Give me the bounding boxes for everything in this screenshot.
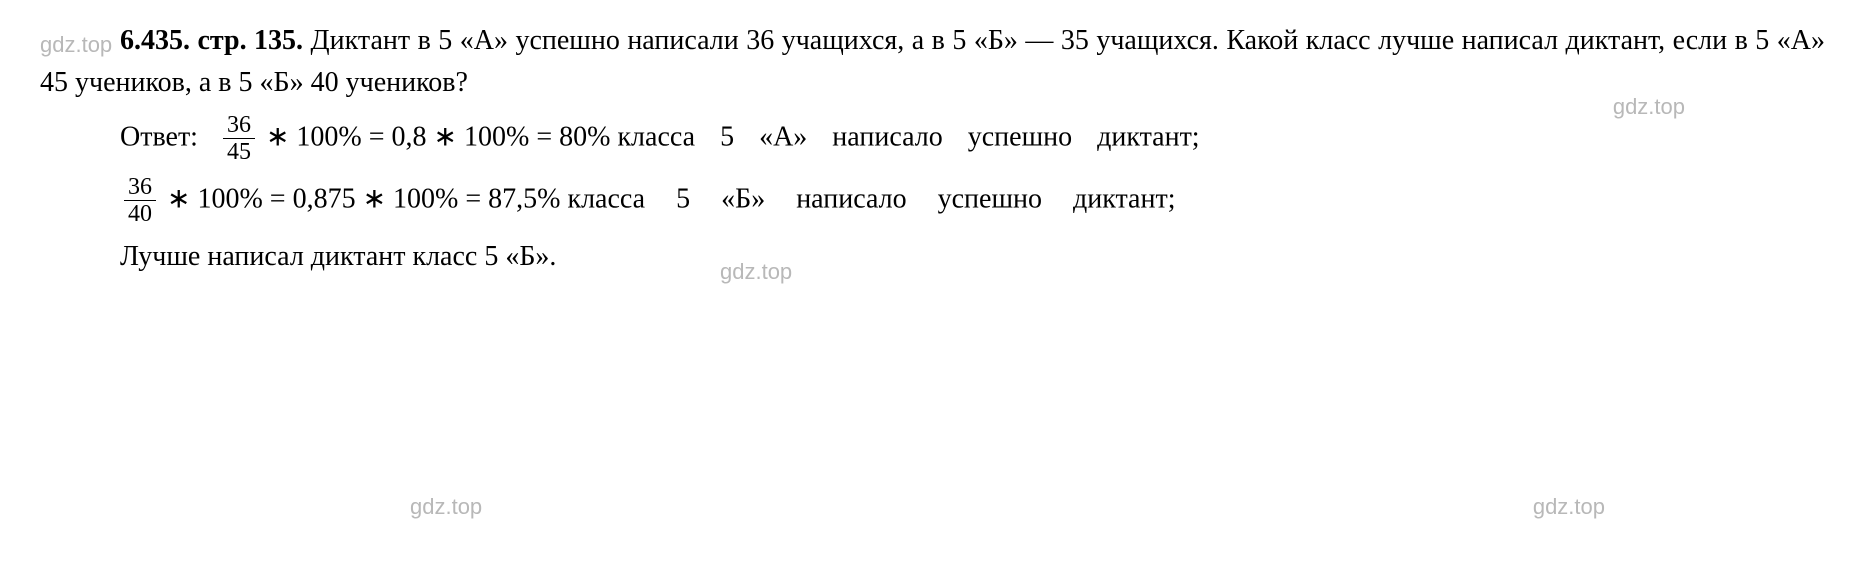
watermark: gdz.top (410, 490, 482, 523)
answer-line-1: Ответ: 36 45 ∗ 100% = 0,8 ∗ 100% = 80% к… (40, 112, 1825, 166)
answer-label: Ответ: (120, 121, 198, 152)
answer-line-2: 36 40 ∗ 100% = 0,875 ∗ 100% = 87,5% клас… (40, 174, 1825, 228)
problem-text: Диктант в 5 «А» успешно написали 36 учащ… (40, 25, 1825, 98)
result-2: класса 5 «Б» написало успешно диктант; (567, 183, 1175, 214)
fraction-numerator: 36 (124, 174, 156, 201)
problem-number: 6.435. (120, 25, 190, 56)
problem-statement: 6.435. стр. 135. Диктант в 5 «А» успешно… (40, 20, 1825, 104)
fraction-2: 36 40 (124, 174, 156, 228)
conclusion-text: Лучше написал диктант класс 5 «Б». (120, 241, 556, 272)
calc-1: ∗ 100% = 0,8 ∗ 100% = 80% (259, 121, 617, 152)
fraction-denominator: 45 (223, 139, 255, 165)
fraction-1: 36 45 (223, 112, 255, 166)
result-1: класса 5 «А» написало успешно диктант; (617, 121, 1199, 152)
fraction-denominator: 40 (124, 201, 156, 227)
watermark: gdz.top (1533, 490, 1605, 523)
problem-page: стр. 135. (197, 25, 303, 56)
fraction-numerator: 36 (223, 112, 255, 139)
conclusion: Лучше написал диктант класс 5 «Б». (40, 236, 1825, 278)
calc-2: ∗ 100% = 0,875 ∗ 100% = 87,5% (160, 183, 567, 214)
